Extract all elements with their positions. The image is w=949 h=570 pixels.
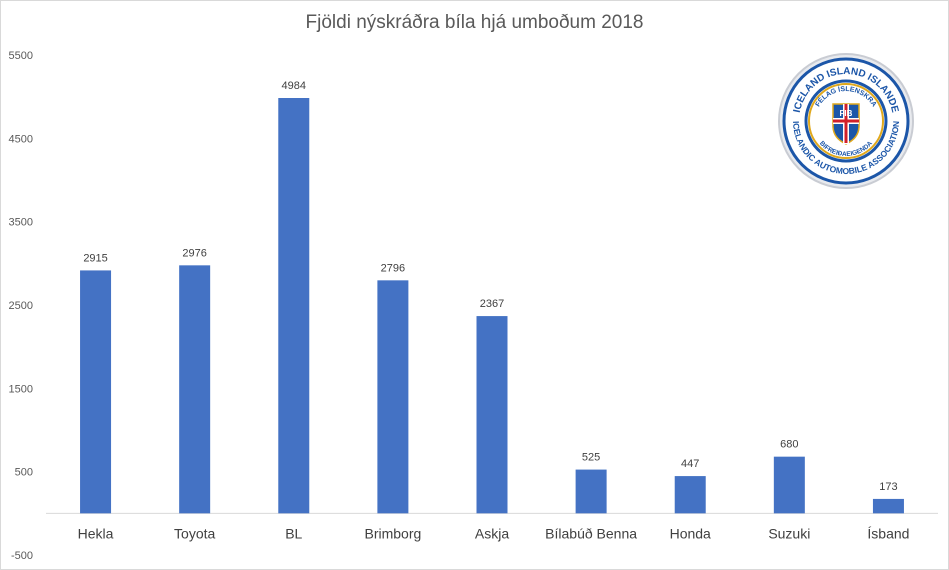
category-label: Brimborg	[364, 525, 421, 541]
category-label: Suzuki	[768, 525, 810, 541]
bar	[80, 270, 112, 514]
y-tick-label: 5500	[9, 50, 33, 62]
bar	[377, 280, 409, 514]
category-label: Bílabúð Benna	[545, 525, 637, 541]
bar-value-label: 173	[879, 481, 897, 493]
category-label: Toyota	[174, 525, 215, 541]
y-tick-label: 4500	[9, 133, 33, 145]
y-tick-label: 500	[15, 467, 33, 479]
fib-logo: ICELAND ISLAND ISLANDE ICELANDIC AUTOMOB…	[778, 53, 914, 189]
bar-value-label: 2367	[480, 298, 504, 310]
category-label: Ísband	[867, 525, 909, 541]
bar-value-label: 447	[681, 458, 699, 470]
bar-value-label: 2915	[83, 252, 107, 264]
category-labels: Hekla Toyota BL Brimborg Askja Bílabúð Benna H…	[78, 525, 910, 541]
category-label: Askja	[475, 525, 509, 541]
category-label: Honda	[670, 525, 711, 541]
bar	[476, 316, 508, 514]
bar-value-label: 525	[582, 452, 600, 464]
y-tick-label: 2500	[9, 300, 33, 312]
bar	[872, 498, 904, 514]
y-tick-label: -500	[11, 550, 33, 562]
bar	[575, 469, 607, 514]
category-label: Hekla	[78, 525, 114, 541]
bar-value-label: 2976	[182, 247, 206, 259]
y-tick-label: 3500	[9, 217, 33, 229]
bar	[179, 265, 211, 514]
bar	[773, 456, 805, 514]
data-labels: 2915 2976 4984 2796 2367 525 447 680 173	[83, 80, 897, 493]
y-axis-ticks: -500 500 1500 2500 3500 4500 5500	[9, 50, 33, 562]
bar	[674, 476, 706, 514]
bar-value-label: 680	[780, 439, 798, 451]
bar-value-label: 2796	[381, 262, 405, 274]
bars	[80, 98, 904, 514]
y-tick-label: 1500	[9, 383, 33, 395]
bar	[278, 98, 310, 514]
bar-value-label: 4984	[282, 80, 306, 92]
category-label: BL	[285, 525, 302, 541]
logo-shield-text: FIB	[840, 109, 853, 118]
chart-title: Fjöldi nýskráðra bíla hjá umboðum 2018	[305, 12, 644, 33]
